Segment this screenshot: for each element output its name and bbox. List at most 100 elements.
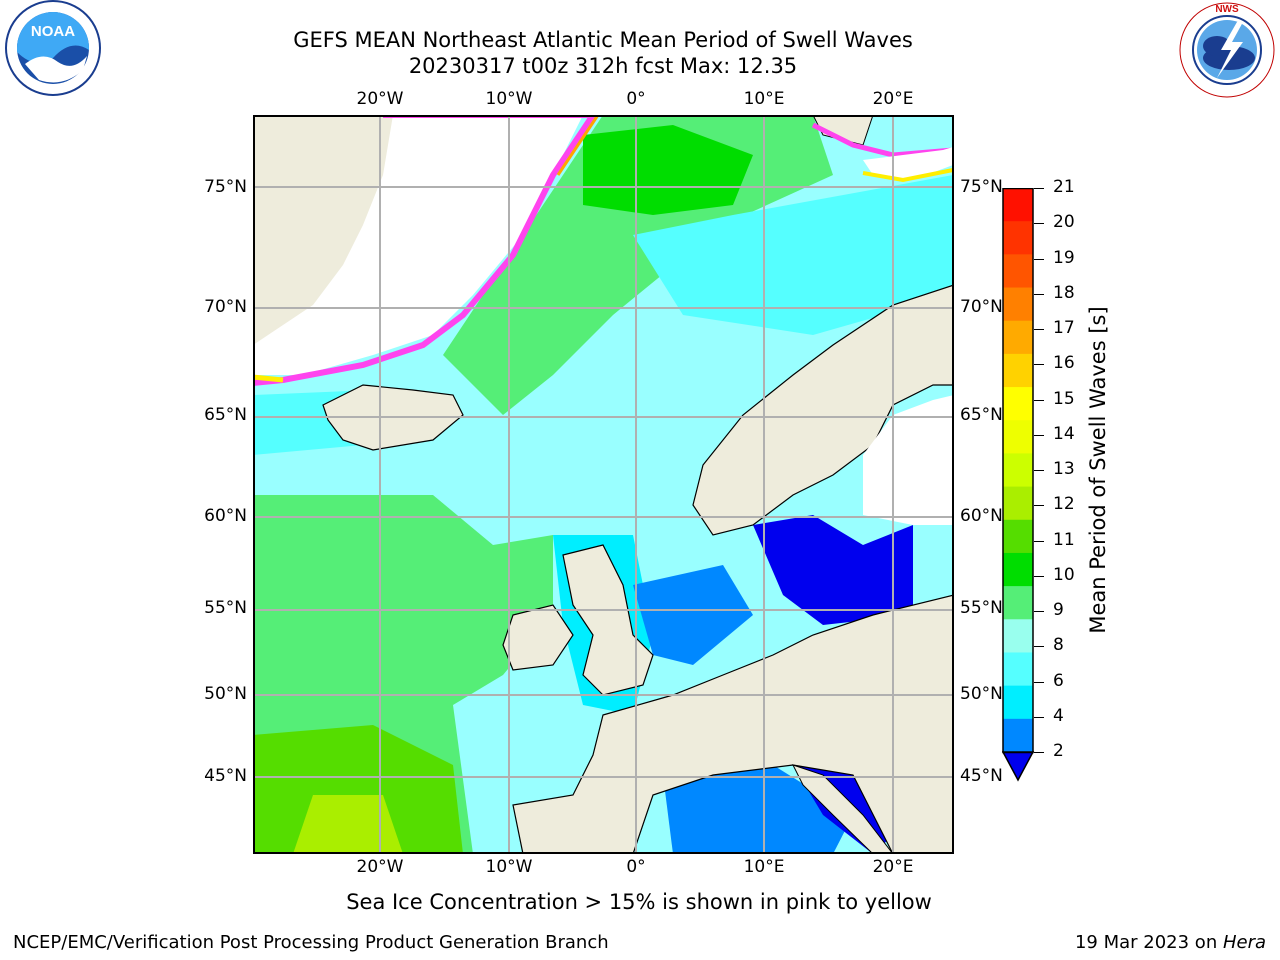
swell-field-lime	[293, 795, 403, 854]
colorbar-tick-mark	[1034, 752, 1044, 753]
lat-label-left-75n: 75°N	[204, 177, 247, 197]
colorbar-tick-label: 13	[1053, 459, 1075, 479]
colorbar-tick-label: 10	[1053, 564, 1075, 585]
colorbar-tick-label: 12	[1053, 494, 1075, 515]
greenland-land	[253, 115, 393, 345]
colorbar-band	[1003, 486, 1033, 521]
colorbar-band	[1003, 221, 1033, 255]
colorbar-tick-label: 15	[1053, 388, 1075, 409]
colorbar-band	[1003, 287, 1033, 322]
ice-edge-greenland	[252, 112, 599, 386]
lon-label-bottom-0: 0°	[626, 857, 646, 877]
map-svg	[252, 112, 955, 855]
colorbar-tick-label: 14	[1053, 423, 1075, 444]
finland-lakes	[863, 395, 954, 525]
colorbar-tick-mark	[1034, 575, 1044, 577]
colorbar-tick-label: 19	[1053, 247, 1075, 268]
ice-edge-yellow	[252, 374, 284, 383]
footer-right: 19 Mar 2023 on Hera	[1075, 932, 1266, 953]
colorbar-tick-label: 8	[1053, 635, 1064, 656]
colorbar-tick-mark	[1034, 258, 1044, 260]
lat-label-right-75n: 75°N	[960, 177, 1003, 197]
colorbar-tick-label: 17	[1053, 318, 1075, 338]
lat-label-right-45n: 45°N	[960, 766, 1003, 786]
chart-title: GEFS MEAN Northeast Atlantic Mean Period…	[293, 28, 913, 52]
colorbar-tick-label: 21	[1053, 177, 1075, 197]
lat-label-right-60n: 60°N	[960, 506, 1003, 526]
lat-label-left-60n: 60°N	[204, 506, 247, 526]
lat-label-right-55n: 55°N	[960, 598, 1003, 618]
colorbar-band	[1003, 519, 1033, 554]
lat-label-left-50n: 50°N	[204, 684, 247, 704]
scandinavia	[692, 284, 955, 536]
colorbar-band	[1003, 188, 1033, 222]
colorbar-band	[1003, 552, 1033, 587]
graticule	[253, 115, 954, 854]
lon-label-top-20e: 20°E	[872, 89, 914, 109]
colorbar-band	[1003, 420, 1033, 454]
colorbar-tick-mark	[1034, 434, 1044, 436]
colorbar-band	[1003, 387, 1033, 421]
lon-label-bottom-20w: 20°W	[356, 857, 404, 877]
colorbar-tick-mark	[1034, 364, 1044, 366]
lat-label-left-70n: 70°N	[204, 297, 247, 317]
lon-label-top-10w: 10°W	[485, 89, 533, 109]
swell-field-baltic	[753, 515, 913, 625]
colorbar	[1001, 187, 1035, 782]
colorbar-tick-mark	[1034, 611, 1044, 612]
great-britain	[562, 544, 654, 696]
ice-edge-svalbard-yellow	[862, 168, 954, 183]
balkans	[933, 635, 954, 854]
lon-label-bottom-10w: 10°W	[485, 857, 533, 877]
lat-label-left-55n: 55°N	[204, 598, 247, 618]
swell-field-brightgreen	[583, 125, 753, 215]
colorbar-tick-mark	[1034, 329, 1044, 330]
colorbar-tick-mark	[1034, 646, 1044, 648]
colorbar-band	[1003, 320, 1033, 355]
footer-date: 19 Mar 2023 on	[1074, 932, 1223, 953]
chart-subtitle: 20230317 t00z 312h fcst Max: 12.35	[408, 54, 798, 78]
colorbar-tick-label: 20	[1053, 212, 1075, 233]
lat-label-left-65n: 65°N	[204, 405, 247, 425]
colorbar-extend-triangle	[1001, 751, 1035, 782]
colorbar-tick-mark	[1034, 505, 1044, 507]
colorbar-band	[1003, 718, 1033, 753]
colorbar-tick-mark	[1034, 293, 1044, 295]
colorbar-tick-mark	[1034, 470, 1044, 471]
colorbar-tick-mark	[1034, 540, 1044, 542]
noaa-logo-text: NOAA	[31, 23, 75, 40]
colorbar-tick-mark	[1034, 716, 1044, 718]
colorbar-band	[1003, 619, 1033, 653]
lon-label-bottom-20e: 20°E	[872, 857, 914, 877]
colorbar-tick-label: 9	[1053, 600, 1064, 620]
lat-label-right-65n: 65°N	[960, 405, 1003, 425]
map-panel	[252, 112, 955, 855]
nws-logo: NWS	[1177, 0, 1277, 100]
colorbar-tick-mark	[1034, 399, 1044, 401]
lat-label-right-70n: 70°N	[960, 297, 1003, 317]
colorbar-tick-mark	[1034, 681, 1044, 683]
colorbar-tick-label: 2	[1053, 741, 1064, 761]
colorbar-band	[1003, 254, 1033, 289]
lon-label-top-10e: 10°E	[743, 89, 785, 109]
ireland	[502, 604, 574, 671]
colorbar-tick-mark	[1034, 223, 1044, 225]
lat-label-right-50n: 50°N	[960, 684, 1003, 704]
colorbar-band	[1003, 586, 1033, 620]
colorbar-label: Mean Period of Swell Waves [s]	[1086, 306, 1110, 634]
colorbar-band	[1003, 453, 1033, 488]
footer-left: NCEP/EMC/Verification Post Processing Pr…	[13, 932, 609, 953]
colorbar-tick-label: 18	[1053, 282, 1075, 303]
svg-text:NWS: NWS	[1215, 4, 1239, 15]
colorbar-tick-label: 11	[1053, 529, 1075, 550]
colorbar-tick-label: 16	[1053, 353, 1075, 374]
footer-host: Hera	[1222, 932, 1266, 953]
lon-label-top-20w: 20°W	[356, 89, 404, 109]
svalbard-ice	[863, 147, 953, 180]
lat-label-left-45n: 45°N	[204, 766, 247, 786]
map-border	[253, 115, 954, 854]
colorbar-tick-label: 4	[1053, 705, 1064, 726]
swell-field-cyan-north	[633, 175, 953, 335]
sea-ice-caption: Sea Ice Concentration > 15% is shown in …	[346, 890, 932, 914]
noaa-logo: NOAA	[3, 0, 103, 100]
